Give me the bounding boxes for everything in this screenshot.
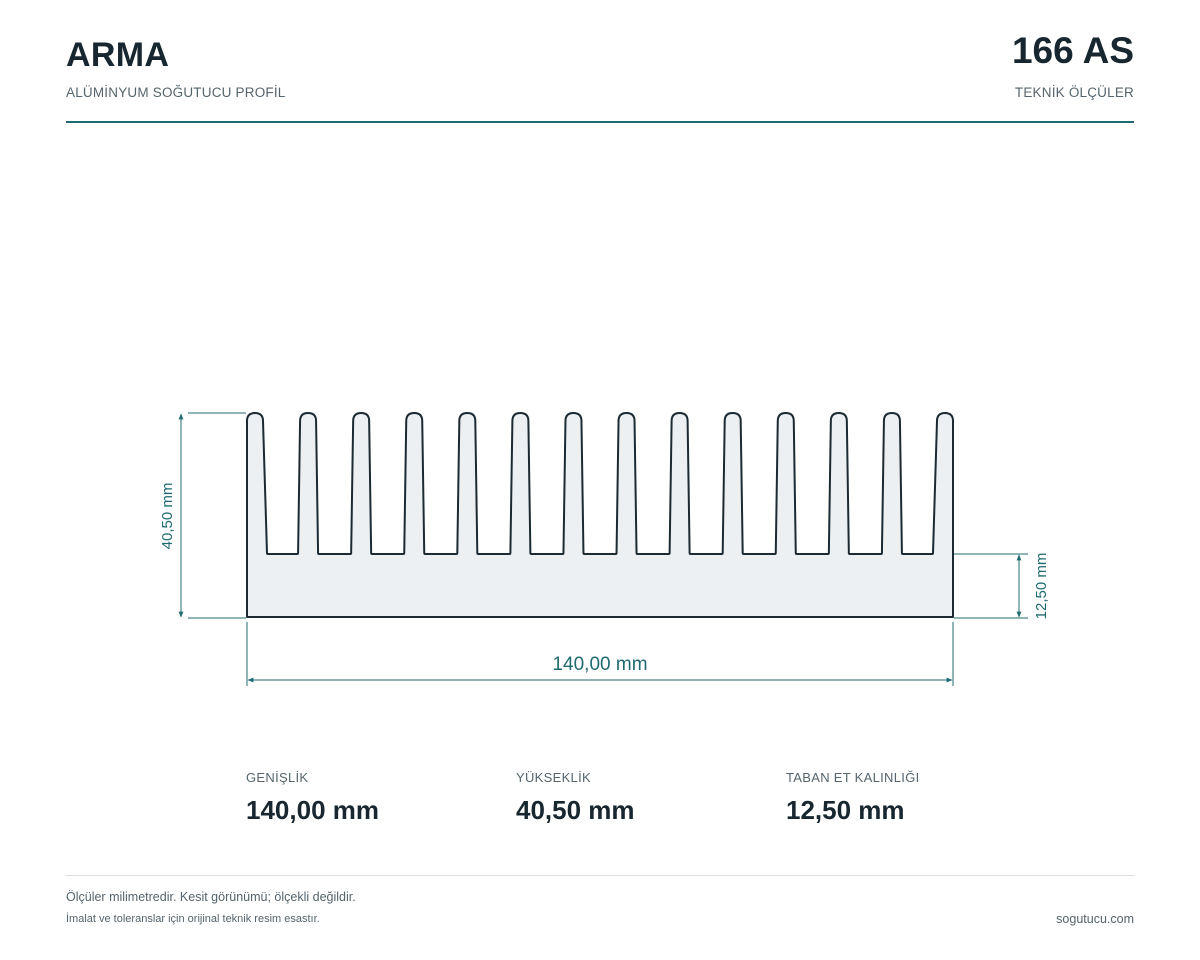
footer-note-units: Ölçüler milimetredir. Kesit görünümü; öl… bbox=[66, 890, 356, 904]
product-subtitle: ALÜMİNYUM SOĞUTUCU PROFİL bbox=[66, 85, 286, 100]
spec-width-label: GENİŞLİK bbox=[246, 770, 309, 785]
spec-width: GENİŞLİK 140,00 mm bbox=[246, 770, 379, 826]
section-label: TEKNİK ÖLÇÜLER bbox=[1014, 85, 1134, 100]
height-dimension-label: 40,50 mm bbox=[159, 483, 176, 550]
spec-width-value: 140,00 mm bbox=[246, 795, 379, 825]
heatsink-profile bbox=[246, 412, 954, 618]
brand-name: ARMA bbox=[66, 36, 170, 74]
spec-base-thickness-value: 12,50 mm bbox=[786, 795, 905, 825]
base-dimension-label: 12,50 mm bbox=[1033, 553, 1050, 620]
footer-divider bbox=[66, 875, 1134, 876]
header-divider bbox=[66, 121, 1134, 123]
product-code: 166 AS bbox=[1011, 30, 1134, 71]
spec-base-thickness-label: TABAN ET KALINLIĞI bbox=[786, 770, 920, 785]
spec-base-thickness: TABAN ET KALINLIĞI 12,50 mm bbox=[786, 770, 920, 826]
spec-height-value: 40,50 mm bbox=[516, 795, 635, 825]
footer-note-tolerances: İmalat ve toleranslar için orijinal tekn… bbox=[66, 913, 320, 925]
website-link[interactable]: sogutucu.com bbox=[1056, 912, 1134, 926]
extension-lines bbox=[188, 412, 1028, 686]
spec-height: YÜKSEKLİK 40,50 mm bbox=[516, 770, 635, 826]
width-dimension-label: 140,00 mm bbox=[552, 654, 647, 675]
spec-height-label: YÜKSEKLİK bbox=[516, 770, 591, 785]
